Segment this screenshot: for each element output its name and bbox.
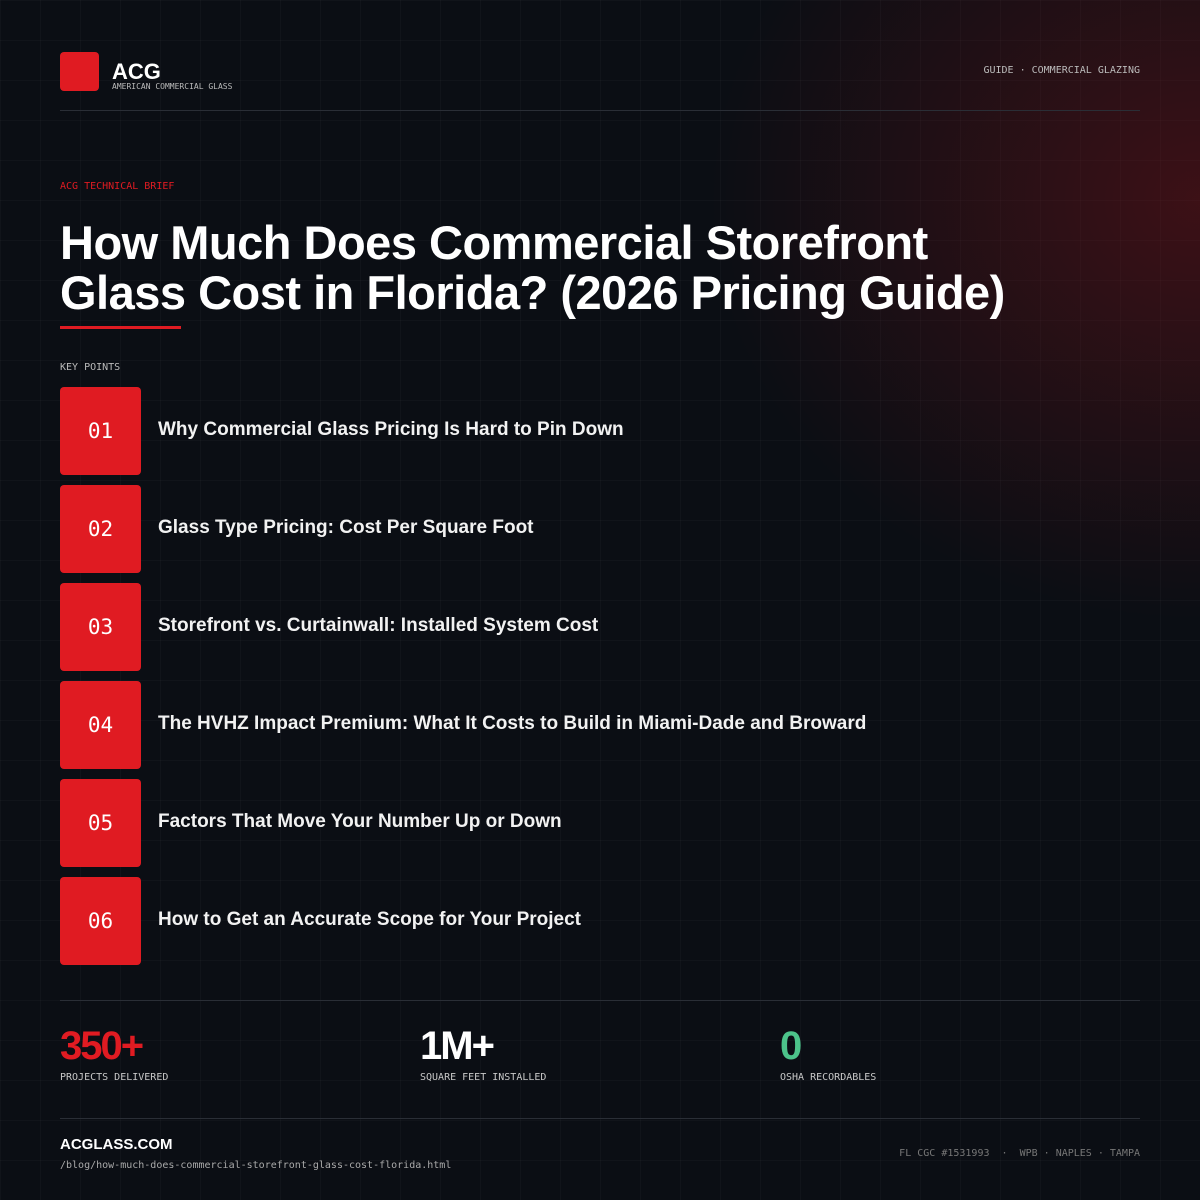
logo-subtitle: AMERICAN COMMERCIAL GLASS: [112, 82, 233, 91]
stat-label: OSHA RECORDABLES: [780, 1072, 877, 1083]
stat-value: 0: [780, 1024, 802, 1068]
divider: [60, 1118, 1140, 1119]
point-number: 03: [60, 583, 141, 671]
point-text: Storefront vs. Curtainwall: Installed Sy…: [158, 615, 599, 636]
point-number: 05: [60, 779, 141, 867]
divider: [60, 1000, 1140, 1001]
logo-mark: [60, 52, 99, 91]
title-line: Glass Cost in Florida? (2026 Pricing Gui…: [60, 266, 1005, 319]
logo: ACG: [112, 59, 161, 84]
stat-label: SQUARE FEET INSTALLED: [420, 1072, 547, 1083]
section-label: KEY POINTS: [60, 362, 121, 373]
point-text: Why Commercial Glass Pricing Is Hard to …: [158, 419, 624, 440]
header-tag: GUIDE · COMMERCIAL GLAZING: [983, 65, 1140, 76]
point-text: How to Get an Accurate Scope for Your Pr…: [158, 909, 582, 930]
point-text: The HVHZ Impact Premium: What It Costs t…: [158, 713, 867, 734]
stat-label: PROJECTS DELIVERED: [60, 1072, 169, 1083]
title-underline: [60, 326, 181, 329]
site: ACGLASS.COM: [60, 1136, 173, 1153]
point-number: 02: [60, 485, 141, 573]
eyebrow: ACG TECHNICAL BRIEF: [60, 181, 175, 192]
point-text: Factors That Move Your Number Up or Down: [158, 811, 562, 832]
title-line: How Much Does Commercial Storefront: [60, 216, 928, 269]
url-path: /blog/how-much-does-commercial-storefron…: [60, 1160, 452, 1171]
footer-meta: FL CGC #1531993 · WPB · NAPLES · TAMPA: [899, 1148, 1140, 1159]
point-number: 01: [60, 387, 141, 475]
point-number: 04: [60, 681, 141, 769]
stat-value: 350+: [60, 1024, 144, 1068]
stat-value: 1M+: [420, 1024, 495, 1068]
divider: [60, 110, 1140, 111]
title: How Much Does Commercial Storefront Glas…: [60, 218, 1005, 318]
point-number: 06: [60, 877, 141, 965]
point-text: Glass Type Pricing: Cost Per Square Foot: [158, 517, 534, 538]
